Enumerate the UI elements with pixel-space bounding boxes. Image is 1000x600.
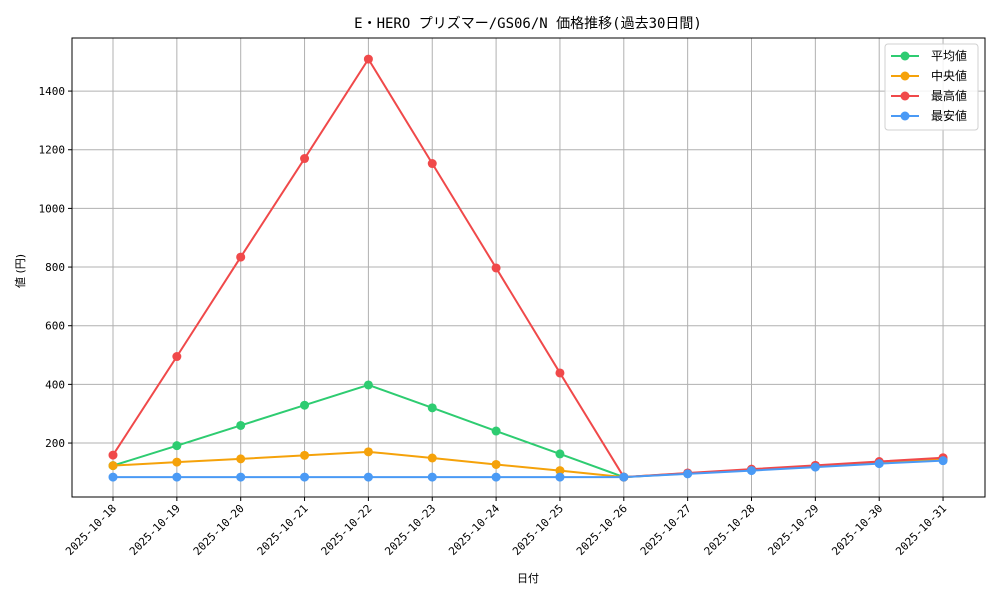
data-point — [491, 263, 501, 273]
data-point — [491, 459, 501, 469]
legend-label: 中央値 — [931, 68, 967, 83]
data-point — [363, 380, 373, 390]
data-point — [619, 472, 629, 482]
data-point — [555, 466, 565, 476]
legend-item: 最高値 — [891, 88, 967, 103]
data-point — [491, 426, 501, 436]
series-最高値 — [108, 54, 948, 482]
x-tick-label: 2025-10-22 — [318, 502, 374, 558]
y-tick-label: 1000 — [39, 202, 66, 215]
data-point — [236, 454, 246, 464]
data-point — [427, 453, 437, 463]
x-axis-label: 日付 — [517, 572, 539, 585]
legend-label: 最高値 — [931, 88, 967, 103]
legend-marker-icon — [900, 91, 910, 101]
x-tick-label: 2025-10-20 — [191, 502, 247, 558]
data-point — [747, 466, 756, 476]
y-tick-label: 600 — [45, 320, 65, 333]
legend-marker-icon — [900, 111, 910, 121]
data-point — [108, 450, 118, 460]
x-tick-label: 2025-10-27 — [638, 502, 694, 558]
data-point — [363, 54, 373, 64]
legend-label: 平均値 — [931, 48, 967, 63]
series-line — [113, 459, 944, 479]
data-point — [555, 368, 565, 378]
chart-title: E・HERO プリズマー/GS06/N 価格推移(過去30日間) — [354, 16, 702, 32]
data-point — [300, 450, 310, 460]
legend-item: 中央値 — [891, 68, 967, 83]
y-axis-ticks: 200 400 600 800 1000 1200 1400 — [39, 85, 72, 450]
data-point — [427, 159, 437, 169]
x-tick-label: 2025-10-30 — [829, 502, 885, 558]
series-最安値 — [108, 456, 948, 482]
legend-item: 平均値 — [891, 48, 967, 63]
data-point — [236, 252, 246, 262]
x-tick-label: 2025-10-26 — [574, 502, 630, 558]
data-point — [300, 472, 310, 482]
x-tick-label: 2025-10-29 — [765, 502, 821, 558]
data-point — [363, 447, 373, 457]
data-point — [172, 457, 182, 467]
data-point — [555, 449, 565, 459]
grid-lines — [72, 38, 985, 497]
legend-label: 最安値 — [931, 108, 967, 123]
x-tick-label: 2025-10-19 — [127, 502, 183, 558]
y-axis-label: 値 (円) — [14, 254, 27, 288]
x-tick-label: 2025-10-18 — [63, 502, 119, 558]
y-tick-label: 1400 — [39, 85, 66, 98]
y-tick-label: 1200 — [39, 144, 66, 157]
data-point — [938, 456, 948, 466]
data-point — [300, 154, 310, 164]
legend-marker-icon — [900, 51, 910, 61]
x-tick-label: 2025-10-23 — [382, 502, 438, 558]
x-tick-label: 2025-10-28 — [702, 502, 758, 558]
x-axis-ticks: 2025-10-18 2025-10-19 2025-10-20 2025-10-21… — [63, 497, 949, 558]
data-point — [874, 459, 884, 469]
data-point — [810, 462, 820, 472]
data-point — [427, 472, 437, 482]
data-point — [172, 441, 182, 451]
data-point — [236, 472, 246, 482]
y-tick-label: 200 — [45, 437, 65, 450]
legend-box — [884, 43, 979, 131]
x-tick-label: 2025-10-25 — [510, 502, 566, 558]
series-line — [112, 57, 944, 479]
data-point — [236, 420, 246, 430]
data-point — [172, 352, 182, 362]
data-point — [427, 403, 437, 413]
x-tick-label: 2025-10-21 — [255, 502, 311, 558]
y-tick-label: 400 — [45, 378, 65, 391]
x-tick-label: 2025-10-24 — [446, 502, 502, 558]
data-point — [172, 472, 182, 482]
x-tick-label: 2025-10-31 — [893, 502, 949, 558]
data-point — [491, 472, 501, 482]
data-series — [108, 54, 948, 482]
data-point — [555, 472, 565, 482]
data-point — [108, 461, 118, 471]
data-point — [683, 469, 693, 479]
data-point — [363, 472, 373, 482]
data-point — [300, 400, 310, 410]
legend-item: 最安値 — [891, 108, 967, 123]
y-tick-label: 800 — [45, 261, 65, 274]
legend-marker-icon — [900, 71, 910, 81]
data-point — [108, 472, 118, 482]
